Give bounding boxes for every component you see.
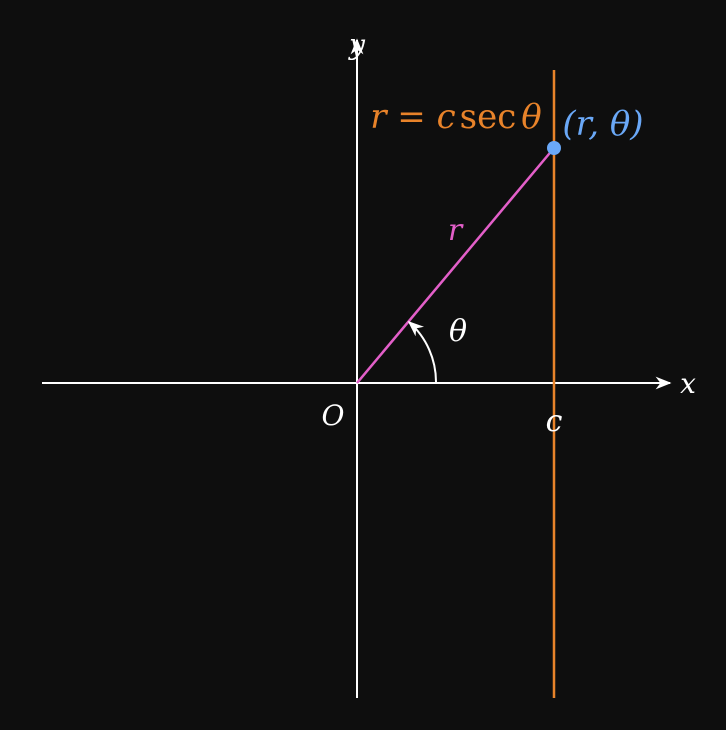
angle-arc [407, 320, 438, 384]
equation-lhs: r [370, 97, 388, 137]
point-marker [547, 141, 561, 155]
equation-theta: θ [521, 97, 541, 137]
x-axis-label: x [680, 367, 696, 400]
angle-label: θ [449, 314, 467, 349]
point-label: (r, θ) [562, 104, 643, 144]
radius-segment [356, 147, 555, 384]
y-axis-label: y [347, 28, 366, 61]
equation-c: c [437, 97, 456, 137]
equation-equals: = [387, 97, 437, 137]
equation-sec: sec [460, 97, 517, 137]
origin-label: O [322, 399, 345, 432]
c-tick-label: c [546, 404, 563, 439]
equation-label: r = c sec θ [370, 97, 542, 137]
radius-label: r [448, 213, 464, 248]
